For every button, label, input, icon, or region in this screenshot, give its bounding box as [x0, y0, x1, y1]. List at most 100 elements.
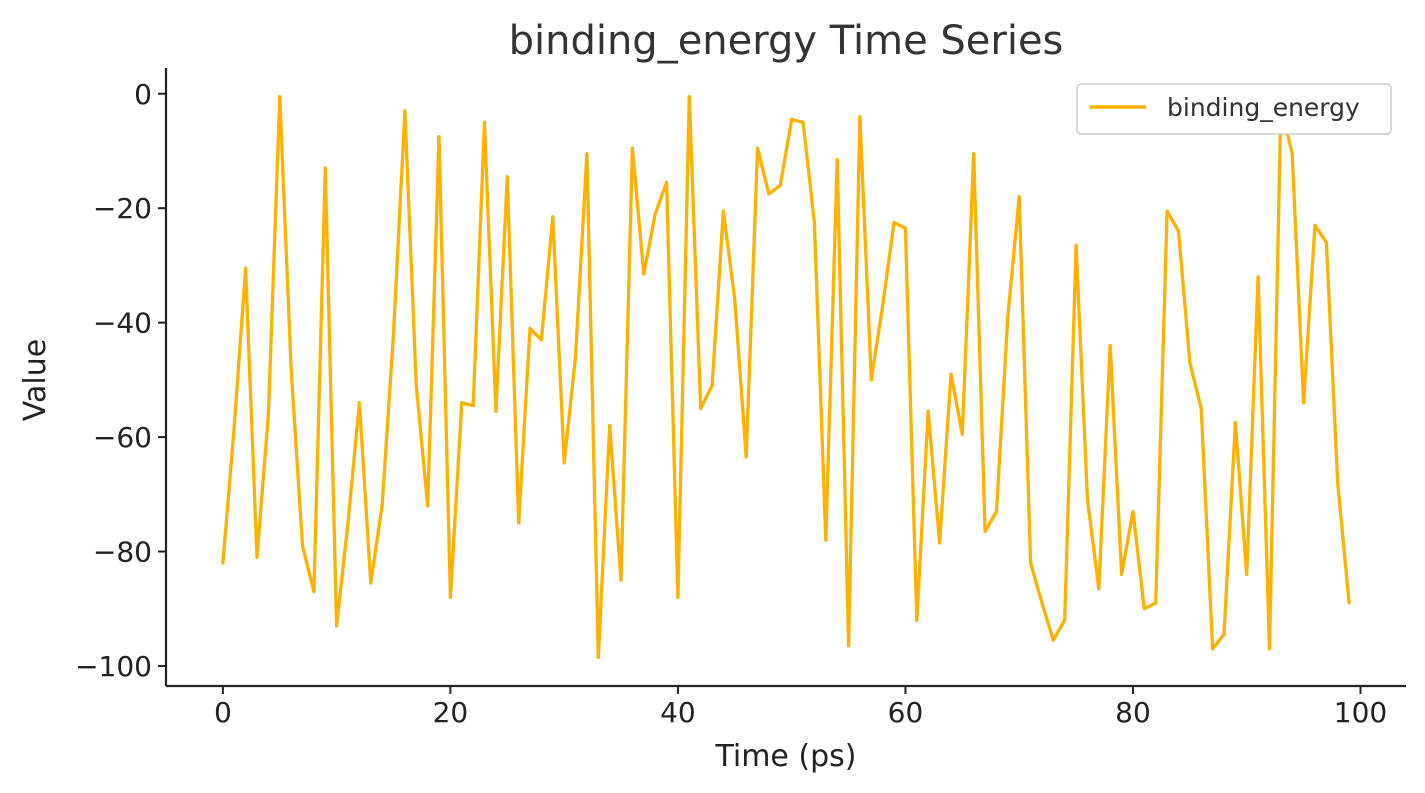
data-point — [1313, 223, 1317, 227]
data-point — [448, 595, 453, 599]
data-point — [266, 412, 270, 416]
data-point — [1028, 561, 1033, 565]
data-point — [1074, 243, 1078, 247]
data-point — [323, 166, 327, 170]
x-tick-label: 80 — [1115, 696, 1151, 729]
data-point — [846, 644, 851, 648]
legend-label: binding_energy — [1167, 93, 1360, 122]
data-point — [482, 120, 487, 124]
series-layer — [221, 94, 1351, 660]
data-point — [1199, 406, 1203, 411]
x-tick-label: 40 — [660, 696, 696, 729]
data-point — [505, 175, 509, 179]
data-point — [244, 266, 248, 270]
data-point — [790, 117, 794, 122]
data-point — [972, 152, 976, 156]
y-tick-label: −100 — [75, 650, 152, 683]
data-point — [869, 378, 873, 382]
data-point — [687, 95, 691, 99]
data-point — [744, 455, 748, 459]
data-point — [346, 521, 350, 525]
x-tick-label: 100 — [1334, 696, 1387, 729]
data-point — [653, 212, 657, 216]
data-point — [1142, 607, 1146, 611]
data-point — [1188, 361, 1192, 365]
data-point — [562, 461, 566, 465]
data-point — [1085, 498, 1090, 502]
data-point — [881, 303, 885, 308]
data-point — [1154, 601, 1158, 605]
y-tick-label: −80 — [93, 536, 152, 569]
data-point — [1324, 240, 1328, 245]
data-point — [1290, 152, 1294, 156]
data-point — [824, 538, 828, 542]
data-point — [369, 581, 373, 585]
data-point — [1211, 647, 1215, 651]
data-point — [778, 183, 782, 187]
data-point — [835, 157, 839, 162]
data-point — [1097, 587, 1101, 591]
data-point — [676, 595, 680, 599]
data-point — [630, 146, 635, 150]
legend-box — [1076, 83, 1392, 135]
data-point — [528, 326, 532, 330]
data-point — [539, 338, 544, 342]
data-point — [1302, 401, 1306, 405]
data-point — [437, 135, 441, 139]
data-point — [812, 220, 817, 225]
data-point — [1347, 601, 1351, 605]
data-point — [1256, 275, 1260, 279]
data-point — [892, 220, 896, 225]
x-axis-label: Time (ps) — [714, 739, 856, 774]
data-point — [1233, 421, 1237, 425]
data-point — [426, 504, 430, 508]
data-point — [494, 409, 498, 413]
data-point — [380, 504, 384, 508]
data-point — [755, 146, 760, 150]
data-point — [960, 432, 964, 436]
series-line-binding-energy — [221, 94, 1351, 660]
data-point — [1267, 647, 1272, 651]
data-point — [642, 272, 646, 276]
data-point — [391, 332, 396, 336]
data-point — [573, 355, 578, 359]
data-point — [585, 152, 589, 156]
data-point — [664, 180, 669, 185]
data-point — [608, 424, 612, 428]
data-point — [357, 401, 361, 405]
data-point — [1165, 209, 1169, 213]
data-point — [903, 226, 908, 230]
data-point — [1063, 618, 1067, 622]
data-point — [1051, 638, 1055, 642]
data-point — [1176, 229, 1181, 233]
data-point — [517, 521, 521, 525]
data-point — [915, 618, 919, 622]
data-point — [255, 555, 259, 559]
data-point — [733, 298, 737, 302]
data-point — [1040, 601, 1044, 605]
legend: binding_energy — [1076, 83, 1392, 135]
data-point — [801, 120, 805, 124]
data-point — [278, 95, 282, 99]
y-axis-label: Value — [18, 339, 53, 421]
data-point — [471, 404, 475, 408]
data-point — [619, 578, 623, 582]
data-point — [858, 115, 862, 119]
data-point — [335, 624, 339, 628]
data-point — [414, 383, 418, 388]
data-point — [949, 372, 953, 376]
data-point — [300, 544, 305, 548]
data-point — [403, 109, 407, 113]
data-point — [460, 401, 464, 405]
y-tick-label: −40 — [93, 307, 152, 340]
data-point — [1336, 481, 1340, 485]
data-point — [926, 409, 930, 413]
data-point — [1017, 195, 1021, 199]
data-point — [1131, 509, 1135, 514]
x-tick-label: 0 — [214, 696, 232, 729]
data-point — [937, 541, 942, 545]
data-point — [721, 209, 726, 213]
ticks-layer: 0 20 40 60 80 100 0 −20 −40 −60 −80 −100 — [75, 78, 1387, 729]
data-point — [1108, 343, 1112, 348]
